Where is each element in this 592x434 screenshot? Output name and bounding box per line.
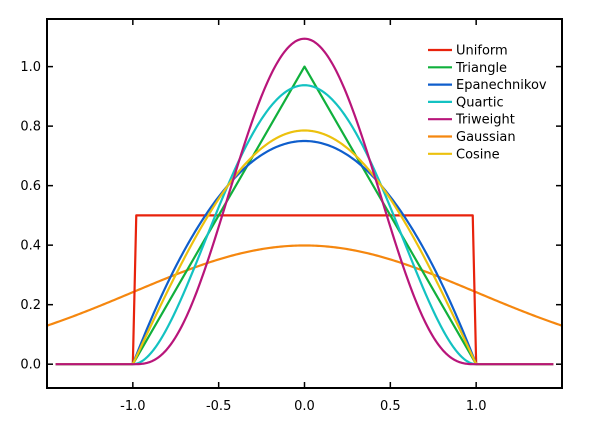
legend-label-cosine: Cosine <box>456 147 500 162</box>
series-line-epanechnikov <box>55 139 554 366</box>
axis-ticks: -1.0 -0.5 0.0 0.5 1.0 0.0 0.2 0.4 0.6 0.8 1.0 <box>20 19 562 414</box>
y-tick-label: 0.6 <box>20 179 41 194</box>
legend-label-gaussian: Gaussian <box>456 130 516 145</box>
y-tick-label: 0.2 <box>20 298 41 313</box>
x-tick-label: 1.0 <box>466 399 487 414</box>
x-tick-label: -0.5 <box>206 399 231 414</box>
series-line-gaussian <box>46 244 563 327</box>
legend: Uniform Triangle Epanechnikov Quartic Triwei… <box>428 44 547 162</box>
series-line-cosine <box>55 129 554 366</box>
series-line-quartic <box>55 84 554 366</box>
x-tick-label: -1.0 <box>120 399 145 414</box>
plot-curves <box>46 37 563 366</box>
y-tick-label: 0.8 <box>20 120 41 135</box>
x-tick-label: 0.0 <box>294 399 315 414</box>
legend-label-epanechnikov: Epanechnikov <box>456 78 547 93</box>
series-line-triweight <box>55 37 554 366</box>
legend-label-quartic: Quartic <box>456 95 504 110</box>
y-tick-label: 0.4 <box>20 239 41 254</box>
y-tick-label: 1.0 <box>20 60 41 75</box>
x-tick-label: 0.5 <box>380 399 401 414</box>
legend-label-triangle: Triangle <box>455 61 507 76</box>
legend-label-uniform: Uniform <box>456 44 508 59</box>
series-line-uniform <box>55 214 554 366</box>
legend-label-triweight: Triweight <box>455 113 515 128</box>
y-tick-label: 0.0 <box>20 358 41 373</box>
